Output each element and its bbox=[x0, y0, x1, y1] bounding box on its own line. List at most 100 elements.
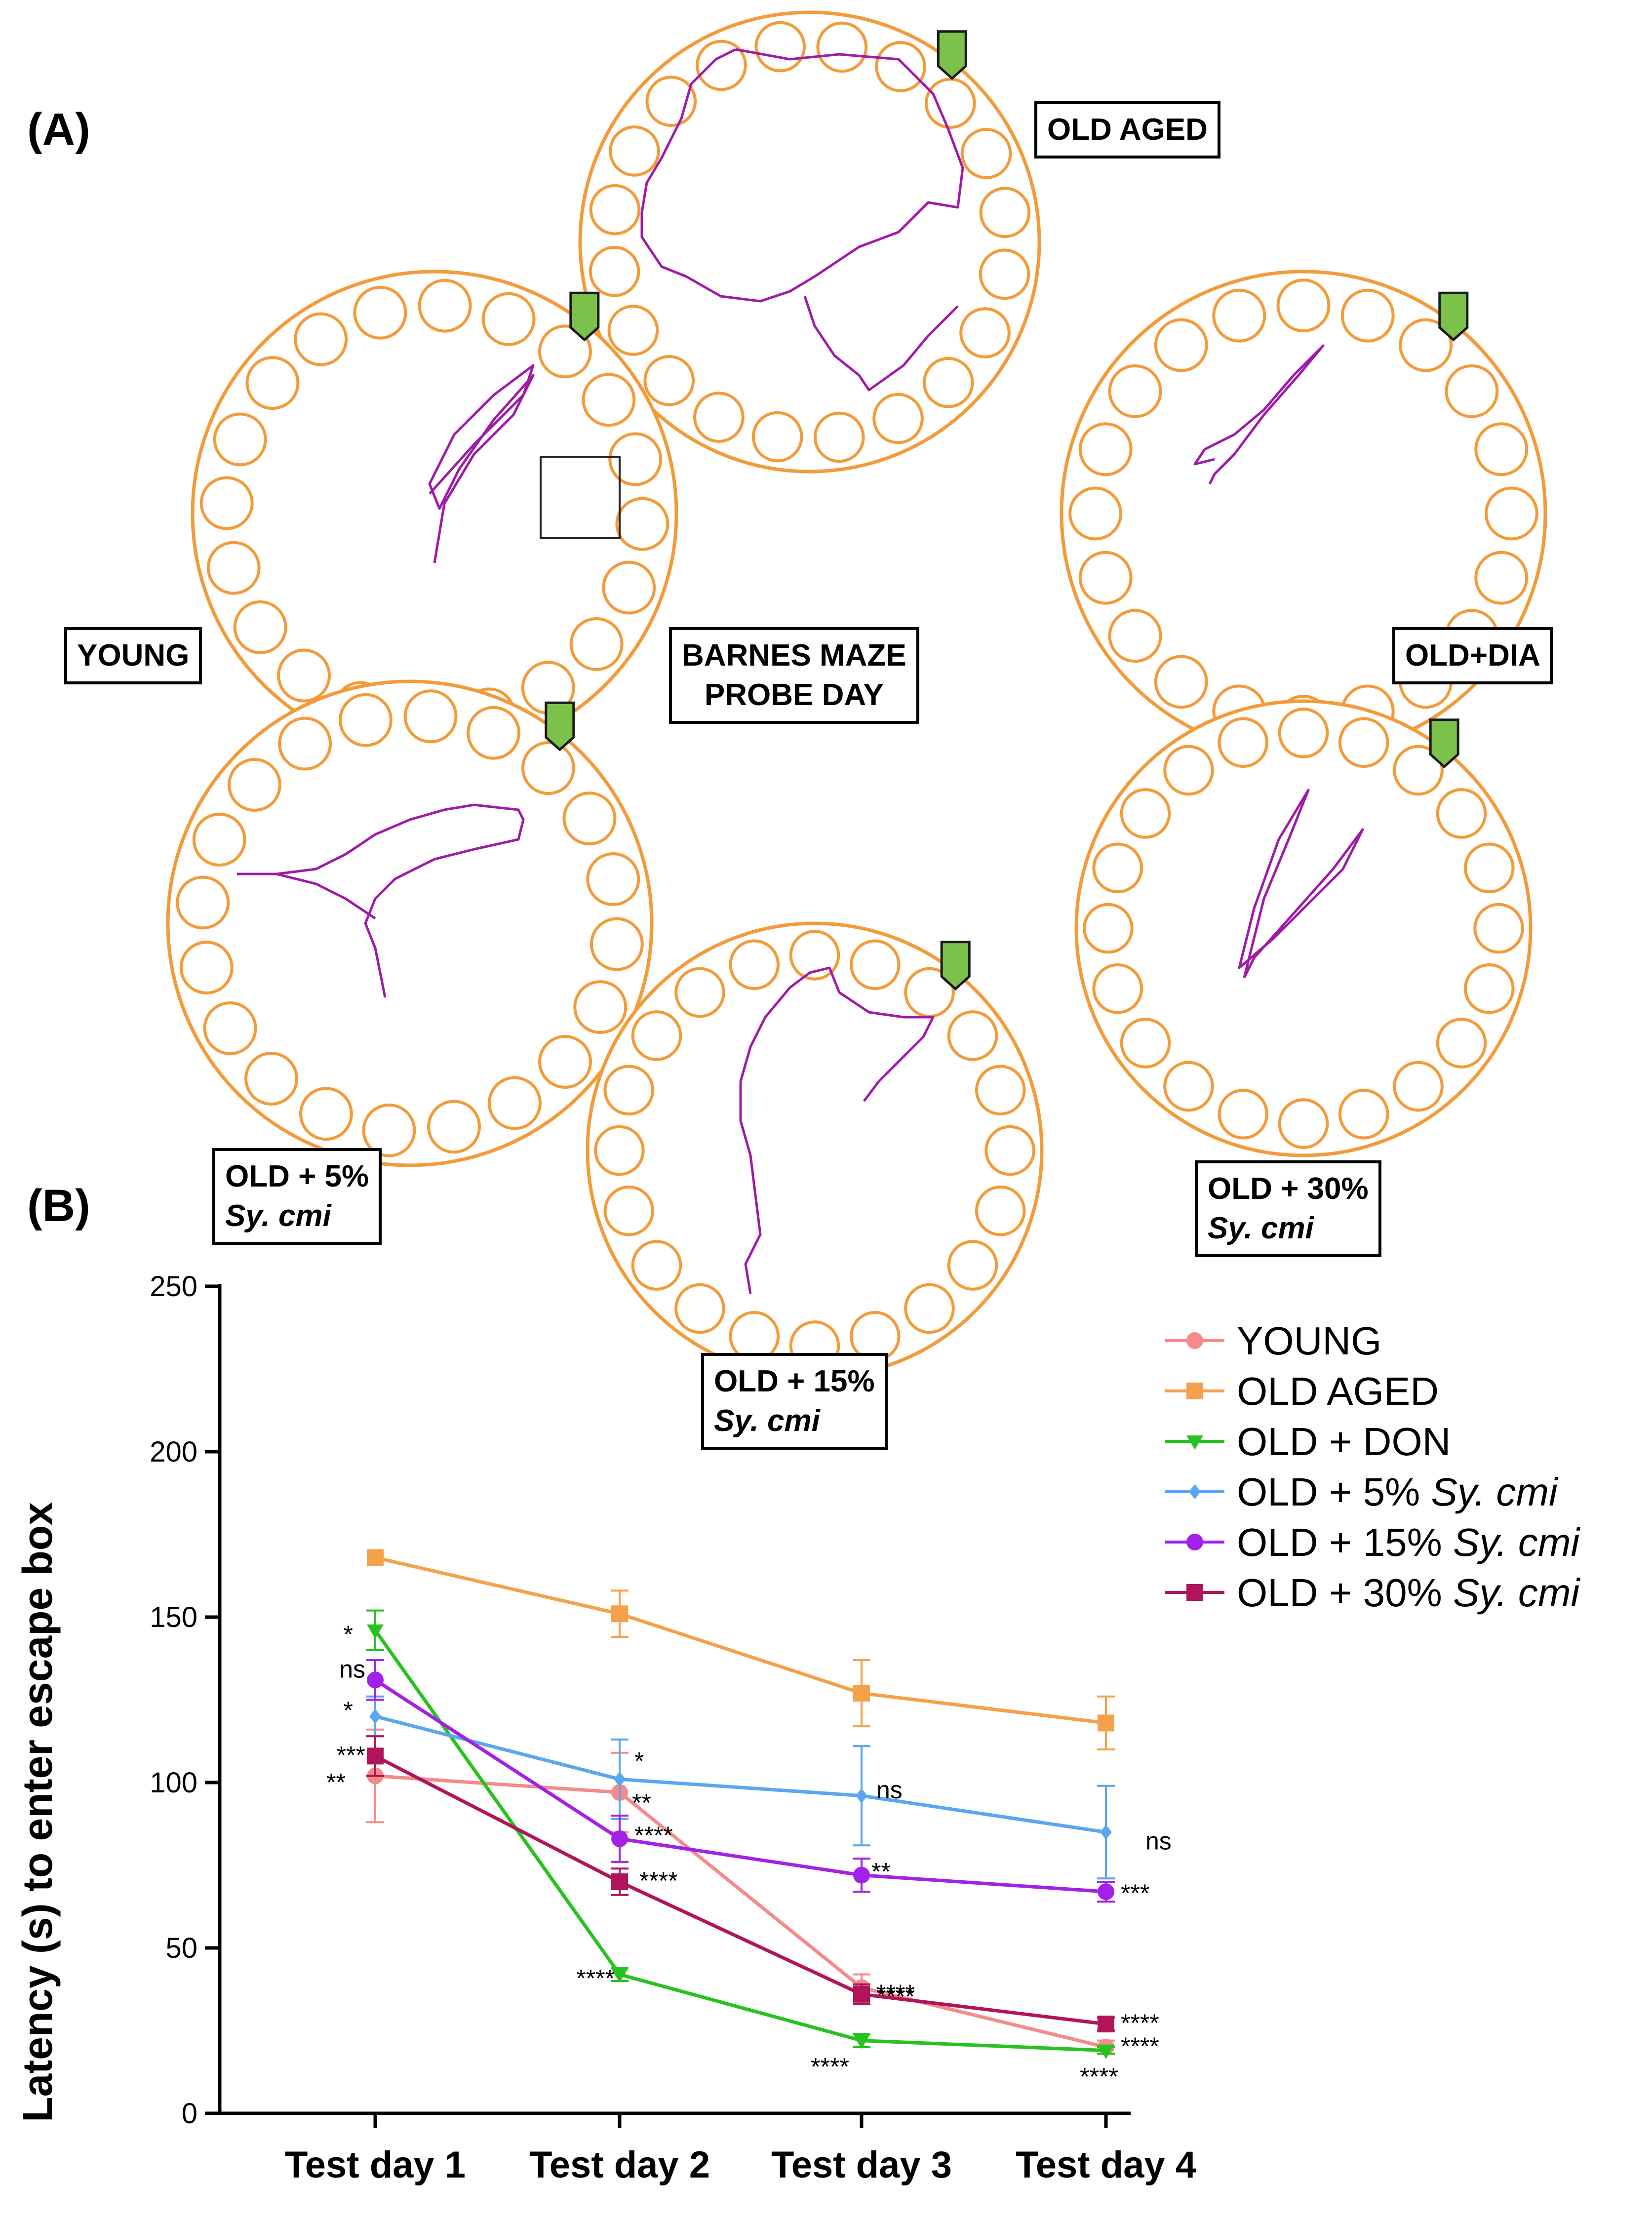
maze-hole bbox=[1163, 1061, 1214, 1112]
x-tick-label: Test day 4 bbox=[1016, 2144, 1196, 2186]
maze-label-old-15: OLD + 15% Sy. cmi bbox=[701, 1353, 888, 1450]
data-point bbox=[1189, 1484, 1201, 1500]
series-young: ************ bbox=[326, 1728, 1159, 2060]
series-old-30-sy-cmi: *************** bbox=[337, 1735, 1159, 2037]
maze-hole bbox=[1399, 318, 1453, 372]
significance-label: *** bbox=[1121, 1879, 1149, 1907]
maze-hole bbox=[1463, 842, 1515, 894]
data-point bbox=[611, 1873, 628, 1890]
maze-hole bbox=[294, 312, 348, 366]
legend-item: OLD + 5% Sy. cmi bbox=[1165, 1470, 1559, 1514]
maze-hole bbox=[589, 245, 640, 297]
maze-hole bbox=[590, 917, 644, 971]
maze-hole bbox=[947, 1010, 998, 1061]
data-point bbox=[1098, 2016, 1114, 2033]
data-point bbox=[1186, 1435, 1203, 1450]
panel-a-label: (A) bbox=[27, 104, 90, 155]
significance-label: ** bbox=[871, 1858, 891, 1886]
maze-hole bbox=[1154, 655, 1208, 709]
maze-hole bbox=[562, 792, 617, 846]
maze-hole bbox=[602, 560, 656, 615]
maze-hole bbox=[1484, 486, 1538, 541]
maze-hole bbox=[849, 939, 901, 991]
maze-hole bbox=[467, 706, 521, 760]
legend-item: OLD + 15% Sy. cmi bbox=[1165, 1520, 1581, 1564]
maze-hole bbox=[1108, 364, 1162, 418]
maze-label-young: YOUNG bbox=[64, 627, 202, 684]
maze-hole bbox=[362, 1103, 416, 1157]
significance-label: **** bbox=[1121, 2032, 1159, 2060]
data-point bbox=[1186, 1534, 1203, 1550]
maze-hole bbox=[278, 716, 332, 771]
data-point bbox=[853, 1979, 870, 1996]
maze-hole bbox=[922, 357, 974, 408]
maze-old-30 bbox=[1074, 699, 1533, 1157]
maze-hole bbox=[979, 248, 1030, 300]
maze-old-15 bbox=[586, 921, 1044, 1380]
significance-label: **** bbox=[634, 1822, 673, 1849]
maze-hole bbox=[631, 1010, 682, 1061]
maze-hole bbox=[228, 758, 281, 812]
target-flag-icon bbox=[940, 941, 971, 991]
maze-platform bbox=[578, 10, 1041, 474]
maze-hole bbox=[1068, 486, 1123, 541]
maze-hole bbox=[1436, 1018, 1487, 1069]
data-point bbox=[367, 1549, 384, 1566]
maze-hole bbox=[199, 476, 254, 530]
maze-hole bbox=[206, 541, 261, 595]
data-point bbox=[611, 1830, 628, 1847]
mouse-track bbox=[1193, 344, 1325, 485]
y-tick-label: 100 bbox=[150, 1767, 197, 1799]
maze-hole bbox=[176, 875, 230, 930]
series-line bbox=[374, 1678, 1106, 1894]
maze-hole bbox=[1120, 788, 1171, 839]
maze-hole bbox=[696, 40, 747, 91]
x-tick-label: Test day 2 bbox=[529, 2144, 710, 2186]
maze-hole bbox=[729, 939, 780, 991]
y-tick-label: 0 bbox=[182, 2098, 197, 2130]
maze-hole bbox=[1463, 963, 1515, 1014]
maze-hole bbox=[813, 411, 865, 463]
maze-hole bbox=[582, 373, 636, 427]
maze-hole bbox=[1393, 745, 1444, 796]
significance-label: *** bbox=[337, 1741, 365, 1769]
maze-hole bbox=[754, 21, 806, 73]
maze-hole bbox=[538, 324, 592, 379]
significance-label: * bbox=[344, 1621, 353, 1648]
maze-hole bbox=[594, 1125, 645, 1176]
data-point bbox=[853, 2034, 870, 2049]
maze-hole bbox=[1278, 708, 1329, 758]
maze-hole bbox=[573, 980, 628, 1034]
significance-label: ns bbox=[876, 1776, 903, 1804]
maze-hole bbox=[674, 967, 725, 1018]
y-axis-title: Latency (s) to enter escape box bbox=[14, 1502, 61, 2122]
data-point bbox=[614, 1772, 626, 1787]
maze-hole bbox=[338, 693, 393, 747]
maze-hole bbox=[203, 1001, 257, 1055]
mouse-track bbox=[428, 364, 535, 563]
maze-hole bbox=[1108, 609, 1162, 663]
maze-hole bbox=[427, 1100, 481, 1154]
series-line bbox=[375, 1714, 1106, 1834]
maze-platform bbox=[1074, 699, 1533, 1157]
maze-hole bbox=[1218, 1088, 1269, 1140]
data-point bbox=[853, 1685, 870, 1702]
data-point bbox=[853, 1866, 870, 1884]
series-old-don: ********* **** bbox=[344, 1609, 1118, 2091]
maze-hole bbox=[1278, 1098, 1329, 1149]
y-tick-label: 50 bbox=[165, 1932, 197, 1964]
maze-hole bbox=[538, 1035, 592, 1089]
mouse-track bbox=[237, 803, 525, 998]
maze-hole bbox=[353, 285, 407, 340]
maze-hole bbox=[904, 1283, 955, 1334]
maze-old-aged bbox=[578, 10, 1041, 474]
maze-hole bbox=[1212, 288, 1266, 343]
data-point bbox=[367, 1747, 384, 1765]
significance-label: ** bbox=[632, 1789, 651, 1817]
maze-hole bbox=[1338, 1088, 1389, 1140]
maze-hole bbox=[608, 432, 663, 486]
maze-hole bbox=[586, 852, 640, 906]
maze-old-5 bbox=[166, 679, 654, 1167]
maze-hole bbox=[789, 930, 840, 981]
significance-label: ** bbox=[326, 1769, 346, 1796]
